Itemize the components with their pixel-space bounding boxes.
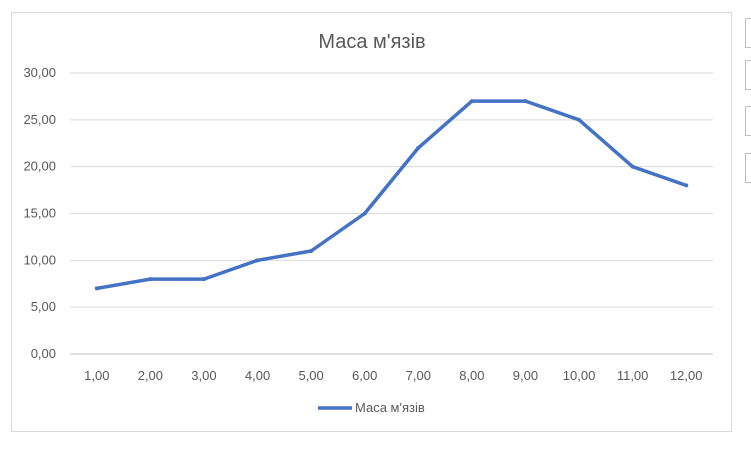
- data-point[interactable]: [416, 145, 421, 150]
- y-tick-label: 15,00: [23, 206, 56, 221]
- legend[interactable]: Маса м'язів: [318, 400, 425, 415]
- x-tick-label: 3,00: [191, 368, 216, 383]
- y-tick-label: 10,00: [23, 252, 56, 267]
- chart-title: Маса м'язів: [318, 31, 425, 53]
- x-tick-label: 5,00: [298, 368, 323, 383]
- chart-area[interactable]: [11, 12, 732, 432]
- y-tick-label: 30,00: [23, 65, 56, 80]
- chart-options-button[interactable]: [745, 153, 751, 183]
- chart-elements-button[interactable]: [745, 18, 751, 48]
- y-axis: 0,00 5,00 10,00 15,00 20,00 25,00 30,00: [23, 65, 56, 361]
- chart-filters-button[interactable]: [745, 106, 751, 136]
- x-tick-label: 11,00: [617, 368, 649, 383]
- data-point[interactable]: [630, 164, 635, 169]
- series-layer: [94, 99, 689, 291]
- data-point[interactable]: [362, 211, 367, 216]
- series-line[interactable]: [95, 99, 688, 291]
- x-tick-label: 10,00: [563, 368, 596, 383]
- chart-styles-button[interactable]: [745, 60, 751, 90]
- gridlines: [70, 72, 713, 355]
- y-tick-label: 5,00: [31, 299, 56, 314]
- y-tick-label: 0,00: [31, 346, 56, 361]
- x-tick-label: 12,00: [670, 368, 703, 383]
- x-tick-label: 4,00: [245, 368, 270, 383]
- data-point[interactable]: [148, 277, 153, 282]
- data-point[interactable]: [523, 99, 528, 104]
- x-axis: 1,00 2,00 3,00 4,00 5,00 6,00 7,00 8,00 9,00 10,0…: [84, 368, 702, 383]
- data-point[interactable]: [309, 248, 314, 253]
- x-tick-label: 9,00: [513, 368, 538, 383]
- data-point[interactable]: [94, 286, 99, 291]
- x-tick-label: 7,00: [406, 368, 431, 383]
- x-tick-label: 6,00: [352, 368, 377, 383]
- data-point[interactable]: [684, 183, 689, 188]
- data-point[interactable]: [201, 277, 206, 282]
- data-point[interactable]: [469, 99, 474, 104]
- y-tick-label: 25,00: [23, 112, 56, 127]
- data-point[interactable]: [255, 258, 260, 263]
- x-tick-label: 8,00: [459, 368, 484, 383]
- data-point[interactable]: [577, 117, 582, 122]
- x-tick-label: 1,00: [84, 368, 109, 383]
- x-tick-label: 2,00: [138, 368, 163, 383]
- y-tick-label: 20,00: [23, 159, 56, 174]
- legend-label: Маса м'язів: [355, 400, 425, 415]
